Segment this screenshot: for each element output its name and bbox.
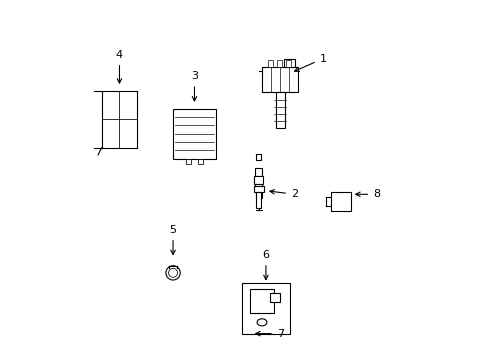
Bar xyxy=(267,60,272,67)
Text: 7: 7 xyxy=(255,329,283,339)
Text: 2: 2 xyxy=(269,189,298,199)
Ellipse shape xyxy=(257,319,266,326)
Text: 8: 8 xyxy=(355,189,380,199)
Bar xyxy=(283,59,294,67)
Text: 1: 1 xyxy=(294,54,326,71)
Bar xyxy=(185,158,190,164)
Bar xyxy=(102,91,137,148)
Bar xyxy=(250,289,273,312)
Bar xyxy=(256,154,261,160)
Bar xyxy=(173,109,216,158)
Bar xyxy=(255,168,262,176)
Text: 4: 4 xyxy=(116,50,123,83)
Bar xyxy=(255,184,262,192)
Bar xyxy=(198,158,203,164)
Text: 6: 6 xyxy=(262,250,269,280)
Ellipse shape xyxy=(165,266,180,280)
Text: 5: 5 xyxy=(169,225,176,255)
Bar xyxy=(276,60,282,67)
Bar xyxy=(242,283,289,334)
Bar xyxy=(269,293,279,302)
Bar xyxy=(254,176,263,184)
Bar xyxy=(275,93,284,128)
Bar xyxy=(262,67,298,93)
Text: 3: 3 xyxy=(191,71,198,101)
Bar xyxy=(330,192,350,211)
Ellipse shape xyxy=(168,269,177,277)
Bar xyxy=(255,192,261,198)
Bar xyxy=(285,60,290,67)
Bar xyxy=(253,186,263,192)
Bar xyxy=(256,192,261,207)
